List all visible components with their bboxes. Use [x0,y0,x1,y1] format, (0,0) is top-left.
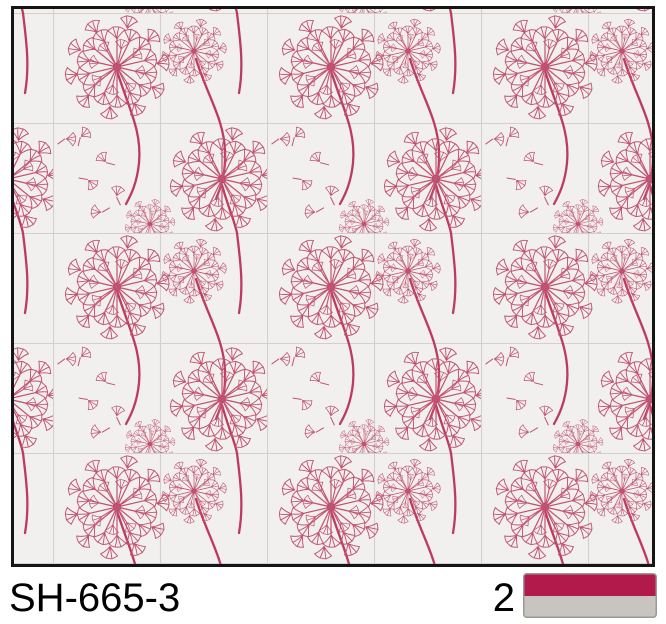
swatch-bottom-color [524,596,656,617]
product-code: SH-665-3 [9,575,181,620]
label-bar: SH-665-3 2 [0,567,666,624]
colorway-group: 2 [493,573,657,618]
wallpaper-sample-frame [11,6,655,567]
swatch-border [523,573,657,618]
swatch-top-color [524,574,656,596]
dandelion-pattern-image [14,9,652,564]
colorway-number: 2 [492,575,515,620]
color-swatch [523,573,657,618]
pattern-fill [14,9,652,564]
